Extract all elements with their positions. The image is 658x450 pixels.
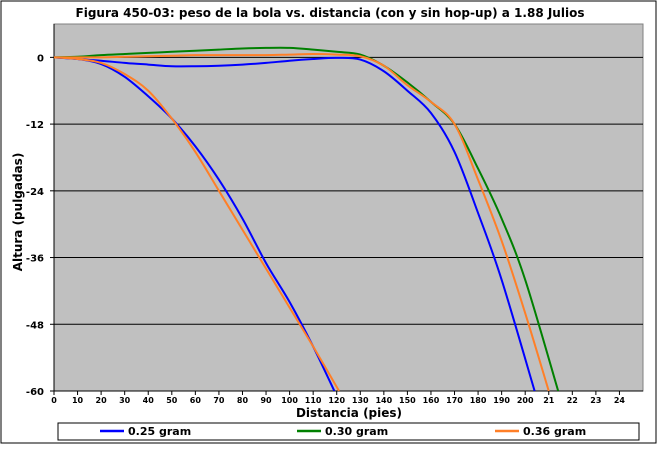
- x-axis-label: Distancia (pies): [296, 406, 402, 420]
- series-line-0-36-gram-curve-1: [54, 56, 340, 391]
- x-tick-label: 50: [166, 396, 178, 405]
- x-tick-label: 200: [517, 396, 534, 405]
- x-tick-label: 180: [470, 396, 487, 405]
- series-line-0-25-gram-curve-2: [54, 56, 536, 391]
- x-tick-label: 10: [72, 396, 84, 405]
- x-tick-label: 170: [446, 396, 463, 405]
- legend-label: 0.25 gram: [128, 425, 191, 438]
- x-tick-label: 160: [423, 396, 440, 405]
- series-line-0-36-gram-curve-2: [54, 53, 550, 391]
- series-line-0-30-gram-curve-1: [54, 46, 560, 391]
- x-tick-label: 23: [590, 396, 601, 405]
- x-tick-label: 30: [119, 396, 131, 405]
- x-tick-label: 0: [51, 396, 57, 405]
- x-tick-label: 24: [614, 396, 626, 405]
- plot-background: [53, 23, 644, 392]
- x-tick-label: 150: [399, 396, 416, 405]
- y-tick-label: 0: [37, 53, 44, 64]
- x-tick-label: 22: [567, 396, 578, 405]
- series-line-0-25-gram-curve-1: [54, 56, 336, 391]
- x-tick-label: 70: [213, 396, 225, 405]
- x-tick-label: 110: [305, 396, 322, 405]
- y-tick-label: -12: [26, 120, 44, 131]
- chart-title: Figura 450-03: peso de la bola vs. dista…: [76, 6, 585, 20]
- x-tick-label: 20: [96, 396, 108, 405]
- y-tick-label: -60: [26, 387, 44, 398]
- x-tick-label: 120: [328, 396, 345, 405]
- plot-area: 0 -12 -24 -36 -48 -60 0 10 20 30 40 50 60 70 80 90 100 11…: [26, 23, 644, 405]
- legend-label: 0.36 gram: [523, 425, 586, 438]
- x-tick-label: 21: [543, 396, 555, 405]
- x-tick-label: 190: [493, 396, 510, 405]
- legend: 0.25 gram 0.30 gram 0.36 gram: [57, 422, 640, 441]
- x-tick-label: 130: [352, 396, 369, 405]
- legend-box: [57, 422, 640, 441]
- x-tick-label: 80: [237, 396, 249, 405]
- x-tick-label: 100: [281, 396, 298, 405]
- x-tick-label: 140: [375, 396, 392, 405]
- x-tick-label: 90: [260, 396, 272, 405]
- legend-label: 0.30 gram: [325, 425, 388, 438]
- y-tick-label: -36: [26, 254, 44, 265]
- y-axis-label: Altura (pulgadas): [11, 153, 25, 272]
- y-tick-label: -48: [26, 320, 44, 331]
- x-tick-label: 60: [190, 396, 202, 405]
- y-tick-label: -24: [26, 187, 44, 198]
- x-tick-label: 40: [143, 396, 155, 405]
